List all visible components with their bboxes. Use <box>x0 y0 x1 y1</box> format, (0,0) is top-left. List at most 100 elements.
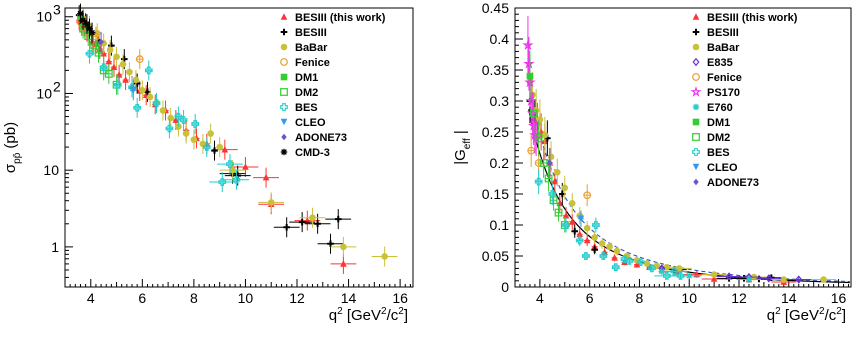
data-point <box>113 53 120 61</box>
legend-label-ps170: PS170 <box>707 87 740 99</box>
data-point <box>98 38 104 46</box>
x-tick-label: 12 <box>731 290 747 306</box>
series-cmd-3 <box>77 3 96 43</box>
x-tick-label: 14 <box>341 290 357 306</box>
data-point <box>182 130 190 137</box>
series-bes <box>85 43 250 193</box>
legend-label-fenice: Fenice <box>707 72 742 84</box>
data-point <box>599 252 608 260</box>
data-point <box>648 264 656 273</box>
legend-label-besiii: BESIII <box>707 27 739 39</box>
error-bar <box>716 273 742 280</box>
legend-marker-fenice <box>280 58 288 66</box>
data-point <box>547 153 555 161</box>
data-point <box>327 240 334 248</box>
right-form-factor-panel: 4 6 8 10 12 14 16 0 0.05 0.1 0.15 0.2 0.25 0.3 0.35 0.4… <box>452 0 852 324</box>
data-point <box>211 147 218 154</box>
legend-label-besiii-this-work: BESIII (this work) <box>295 12 386 24</box>
data-point <box>548 190 557 198</box>
data-point <box>643 260 651 267</box>
data-point <box>110 63 118 70</box>
data-point <box>561 184 569 192</box>
data-point <box>132 76 140 84</box>
data-point <box>745 276 753 283</box>
legend-marker-besiii-this-work <box>280 13 288 20</box>
data-point <box>340 243 347 251</box>
error-bar <box>626 257 633 265</box>
legend: BESIII (this work) BESIII BaBar E835 Fenice P… <box>690 12 798 189</box>
legend-marker-ps170 <box>690 85 702 97</box>
legend-marker-fenice <box>692 73 700 81</box>
legend-label-cleo: CLEO <box>707 162 738 174</box>
error-bar <box>563 217 570 233</box>
data-point <box>314 220 321 228</box>
error-bar <box>545 165 552 192</box>
error-bar <box>584 184 591 207</box>
plot-frame <box>64 7 414 288</box>
legend-label-cleo: CLEO <box>295 117 326 129</box>
data-point <box>571 227 579 235</box>
y-axis-label: |Geff | <box>452 130 473 165</box>
data-point <box>710 271 718 278</box>
legend-marker-cleo <box>280 118 288 126</box>
x-tick-label: 6 <box>138 290 146 306</box>
data-point <box>79 16 87 24</box>
legend-label-dm1: DM1 <box>295 72 318 84</box>
data-point <box>172 116 180 123</box>
series-adone73 <box>546 148 553 178</box>
data-point <box>577 215 585 223</box>
legend-marker-e835 <box>692 57 700 67</box>
data-point <box>670 267 679 276</box>
data-point <box>267 199 275 206</box>
data-point <box>554 169 561 176</box>
error-bar <box>592 217 599 233</box>
data-point <box>298 218 306 226</box>
legend-marker-babar <box>692 43 700 51</box>
legend-marker-adone73 <box>693 178 699 186</box>
error-bar <box>535 120 542 157</box>
error-bar <box>648 265 655 272</box>
data-point <box>146 93 154 101</box>
data-point <box>104 69 113 78</box>
data-point <box>92 32 100 41</box>
error-bar <box>209 172 236 193</box>
error-bar <box>612 264 619 271</box>
error-bar <box>528 134 535 167</box>
data-point <box>522 39 534 51</box>
data-point <box>598 240 606 247</box>
series-babar <box>79 8 398 267</box>
legend-label-e760: E760 <box>707 102 733 114</box>
data-point <box>283 224 290 231</box>
y-tick-exponent: 2 <box>53 78 61 94</box>
error-bar <box>621 255 628 263</box>
data-point <box>77 10 84 17</box>
data-point <box>190 136 198 143</box>
data-point <box>534 134 543 143</box>
y-tick-label: 0.05 <box>482 248 509 264</box>
data-point <box>309 214 316 222</box>
y-tick-exponent: 3 <box>53 2 61 18</box>
y-tick-label: 0.25 <box>482 124 509 140</box>
legend: BESIII (this work) BESIII BaBar Fenice DM1 DM… <box>280 12 386 159</box>
y-tick-label: 0.35 <box>482 62 509 78</box>
legend-label-cmd-3: CMD-3 <box>295 147 330 159</box>
data-point <box>725 272 733 281</box>
data-point <box>216 143 223 151</box>
error-bar <box>582 252 589 260</box>
data-point <box>159 107 167 114</box>
data-point <box>99 63 108 72</box>
data-point <box>242 163 249 170</box>
legend-label-bes: BES <box>707 147 730 159</box>
legend-marker-cmd-3 <box>280 148 288 156</box>
x-tick-label: 12 <box>289 290 305 306</box>
error-bar <box>192 113 199 134</box>
data-point <box>568 218 576 225</box>
x-tick-label: 4 <box>536 290 544 306</box>
legend-label-bes: BES <box>295 102 318 114</box>
data-point <box>119 60 127 68</box>
x-tick-label: 16 <box>392 290 408 306</box>
data-point <box>340 260 347 267</box>
y-tick-label: 1 <box>51 239 59 255</box>
data-point <box>765 274 773 283</box>
